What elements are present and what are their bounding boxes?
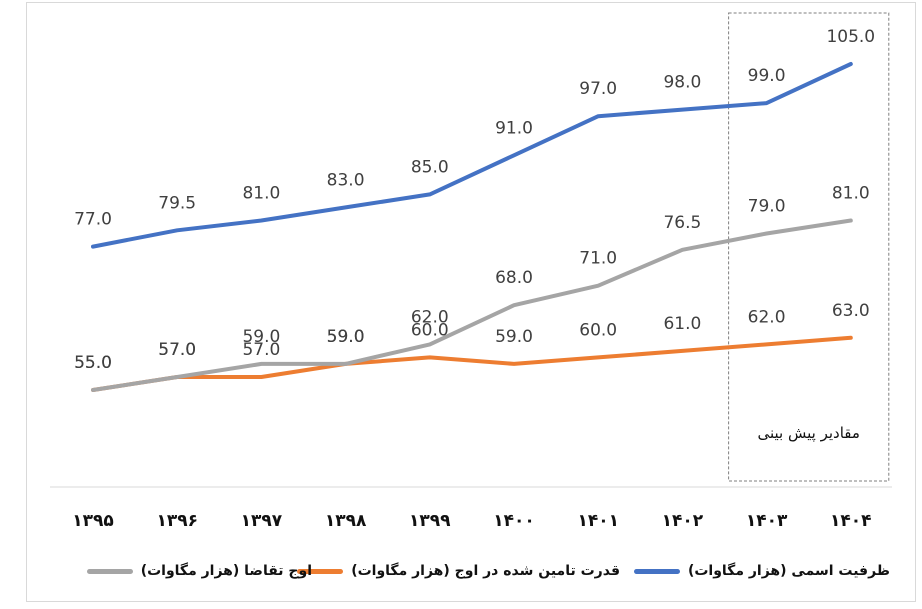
data-label: 99.0 — [748, 66, 786, 86]
data-label: 61.0 — [663, 314, 701, 334]
legend-item: ظرفیت اسمی (هزار مگاوات) — [633, 556, 890, 586]
data-label: 97.0 — [579, 79, 617, 99]
x-tick-label: ۱۳۹۹ — [409, 511, 451, 531]
legend-item: قدرت تامین شده در اوج (هزار مگاوات) — [297, 556, 620, 586]
data-label: 57.0 — [158, 340, 196, 360]
data-label: 55.0 — [74, 353, 112, 373]
x-tick-label: ۱۴۰۳ — [746, 511, 788, 531]
data-label: 59.0 — [495, 327, 533, 347]
legend-label: اوج تقاضا (هزار مگاوات) — [140, 563, 312, 579]
data-label: 85.0 — [411, 157, 449, 177]
data-label: 60.0 — [411, 320, 449, 340]
legend-swatch — [86, 568, 133, 574]
data-label: 59.0 — [327, 327, 365, 347]
series-line — [91, 218, 853, 392]
data-label: 83.0 — [327, 170, 365, 190]
x-tick-label: ۱۴۰۰ — [493, 511, 535, 531]
data-label: 57.0 — [158, 340, 196, 360]
data-label: 79.5 — [158, 193, 196, 213]
x-tick-label: ۱۴۰۱ — [577, 511, 619, 531]
data-label: 76.5 — [663, 213, 701, 233]
data-label: 57.0 — [242, 340, 280, 360]
x-tick-label: ۱۳۹۶ — [156, 511, 198, 531]
data-label: 60.0 — [579, 320, 617, 340]
data-label: 59.0 — [242, 327, 280, 347]
x-tick-label: ۱۴۰۲ — [662, 511, 704, 531]
data-label: 68.0 — [495, 268, 533, 288]
x-tick-label: ۱۳۹۷ — [241, 511, 283, 531]
x-tick-label: ۱۴۰۴ — [830, 511, 872, 531]
legend-swatch — [633, 568, 680, 574]
series-line — [91, 62, 853, 249]
data-label: 55.0 — [74, 353, 112, 373]
legend-label: قدرت تامین شده در اوج (هزار مگاوات) — [351, 563, 620, 579]
data-label: 63.0 — [832, 301, 870, 321]
data-label: 71.0 — [579, 249, 617, 269]
data-label: 91.0 — [495, 118, 533, 138]
data-label: 62.0 — [748, 307, 786, 327]
x-tick-label: ۱۳۹۵ — [72, 511, 114, 531]
x-tick-label: ۱۳۹۸ — [325, 511, 367, 531]
data-label: 77.0 — [74, 210, 112, 230]
data-label: 81.0 — [242, 183, 280, 203]
legend: ظرفیت اسمی (هزار مگاوات) قدرت تامین شده د… — [30, 556, 890, 586]
legend-swatch — [297, 568, 344, 574]
data-label: 62.0 — [411, 307, 449, 327]
data-label: 81.0 — [832, 183, 870, 203]
data-label: 98.0 — [663, 73, 701, 93]
series-line — [91, 335, 853, 392]
legend-item: اوج تقاضا (هزار مگاوات) — [86, 556, 312, 586]
legend-label: ظرفیت اسمی (هزار مگاوات) — [687, 563, 890, 579]
forecast-box — [728, 12, 890, 482]
data-label: 79.0 — [748, 197, 786, 217]
data-label: 105.0 — [826, 27, 875, 47]
forecast-label: مقادیر پیش بینی — [757, 424, 859, 443]
data-label: 59.0 — [327, 327, 365, 347]
